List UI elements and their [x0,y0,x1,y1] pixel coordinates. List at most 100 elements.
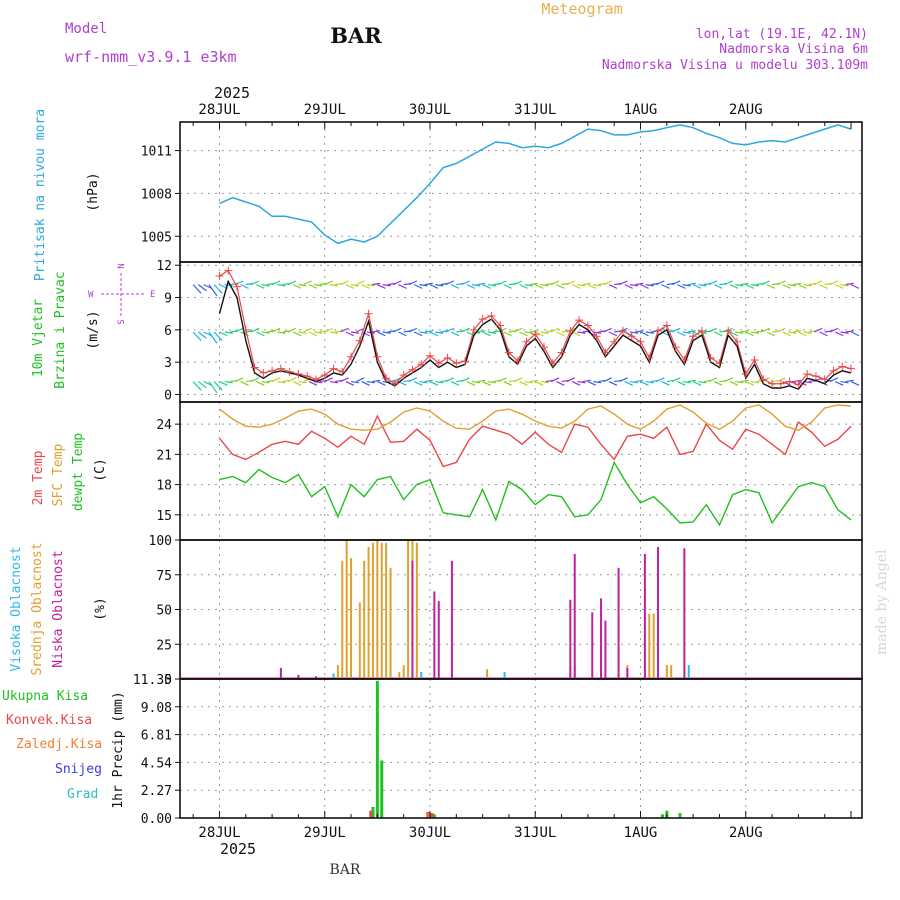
wind-direction-arrow [461,327,470,333]
wind-direction-arrow [329,284,339,287]
cloud-bar [407,540,410,679]
wind-direction-arrow [192,284,202,294]
wind-gust-marker [724,326,733,335]
wind-gust-marker [680,356,689,364]
wind-direction-arrow [287,377,297,383]
wind-direction-arrow [593,284,602,287]
temp-line-dewpt [219,460,852,527]
temp-line-2m [218,414,852,468]
wind-direction-arrow [656,377,665,383]
wind-direction-arrow [356,377,365,383]
wind-direction-arrow [740,282,749,286]
cloud-bar [450,560,453,679]
wind-direction-arrow [713,331,723,337]
compass-n: N [117,263,127,268]
cloud-bar [358,602,361,679]
wind-direction-arrow [261,284,270,287]
wind-direction-arrow [250,327,260,333]
wind-direction-arrow [350,284,360,287]
wind-direction-arrow [692,380,702,386]
wind-gust-marker [627,332,636,341]
wind-gust-marker [768,379,777,388]
wind-direction-arrow [503,284,512,289]
wind-direction-arrow [277,331,286,334]
wind-direction-arrow [314,331,323,334]
wind-gust-marker [434,359,443,368]
wind-direction-arrow [424,282,433,286]
precip-bar [432,814,436,818]
wind-direction-arrow [819,284,828,289]
wind-gust-marker [294,370,303,378]
wind-direction-arrow [793,379,802,383]
wind-direction-arrow [324,377,333,383]
wind-direction-arrow [529,379,539,383]
wind-direction-arrow [366,284,375,287]
wind-gust-marker [329,364,338,373]
wind-direction-arrow [413,284,423,289]
wind-gust-marker [540,343,549,352]
wind-direction-arrow [356,327,365,333]
wind-direction-arrow [724,377,733,383]
wind-direction-arrow [740,330,749,333]
wind-direction-arrow [724,280,733,286]
temperature-frame [179,401,863,541]
wind-direction-arrow [219,331,228,337]
wind-gust-marker [741,370,750,378]
wind-gust-marker [662,321,671,330]
wind-direction-arrow [240,380,249,386]
wind-direction-arrow [256,284,265,289]
wind-gust-marker [689,332,698,341]
wind-direction-arrow [208,284,218,297]
wind-direction-arrow [624,380,633,386]
wind-direction-arrow [461,280,470,286]
wind-direction-arrow [482,331,491,337]
wind-direction-arrow [635,379,644,383]
precip-legend-frozen: Zaledj.Kisa [16,737,102,752]
cloud-bar [604,620,607,679]
wind-gust-marker [636,337,645,346]
wind-direction-arrow [198,381,207,389]
wind-direction-arrow [656,280,665,286]
wind-gust-marker [504,348,513,357]
cloud-bar [398,672,401,679]
pressure-line [219,124,852,245]
wind-direction-arrow [603,327,612,333]
cloud-bar [420,672,423,679]
wind-gust-marker [425,351,434,360]
cloud-bar [591,612,594,679]
model-label: Model [65,21,107,37]
wind-direction-arrow [850,331,860,337]
precip-ytick-label: 4.54 [141,756,172,771]
wind-direction-arrow [261,331,270,334]
wind-direction-arrow [445,280,455,286]
wind-direction-arrow [477,330,486,333]
wind-direction-arrow [235,327,244,333]
wind-gust-marker [390,379,399,388]
wind-direction-arrow [292,380,302,386]
cloud-bar [643,553,646,679]
wind-gust-marker [224,266,233,275]
wind-direction-arrow [298,331,307,334]
wind-direction-arrow [498,280,507,286]
cloud-ytick-label: 75 [156,569,172,584]
wind-direction-arrow [550,327,560,333]
cloud-bar [626,667,629,679]
wind-direction-arrow [671,377,681,383]
wind-label-2: Brzina i Pravac [53,271,68,388]
footer-title: BAR [330,862,361,878]
wind-direction-arrow [524,380,533,384]
wind-direction-arrow [587,380,597,386]
wind-gust-marker [250,363,259,372]
temp-label-1: 2m Temp [31,450,46,505]
wind-direction-arrow [677,331,686,337]
temperature-ytick-label: 15 [156,509,172,524]
wind-gust-marker [733,337,742,346]
cloud-bar [617,567,620,679]
wind-direction-arrow [329,380,339,384]
time-label-top: 2AUG [729,102,763,118]
wind-direction-arrow [687,379,696,383]
cloud-bar [687,665,690,679]
wind-direction-arrow [798,284,807,289]
wind-direction-arrow [372,330,381,333]
wind-direction-arrow [534,284,544,289]
